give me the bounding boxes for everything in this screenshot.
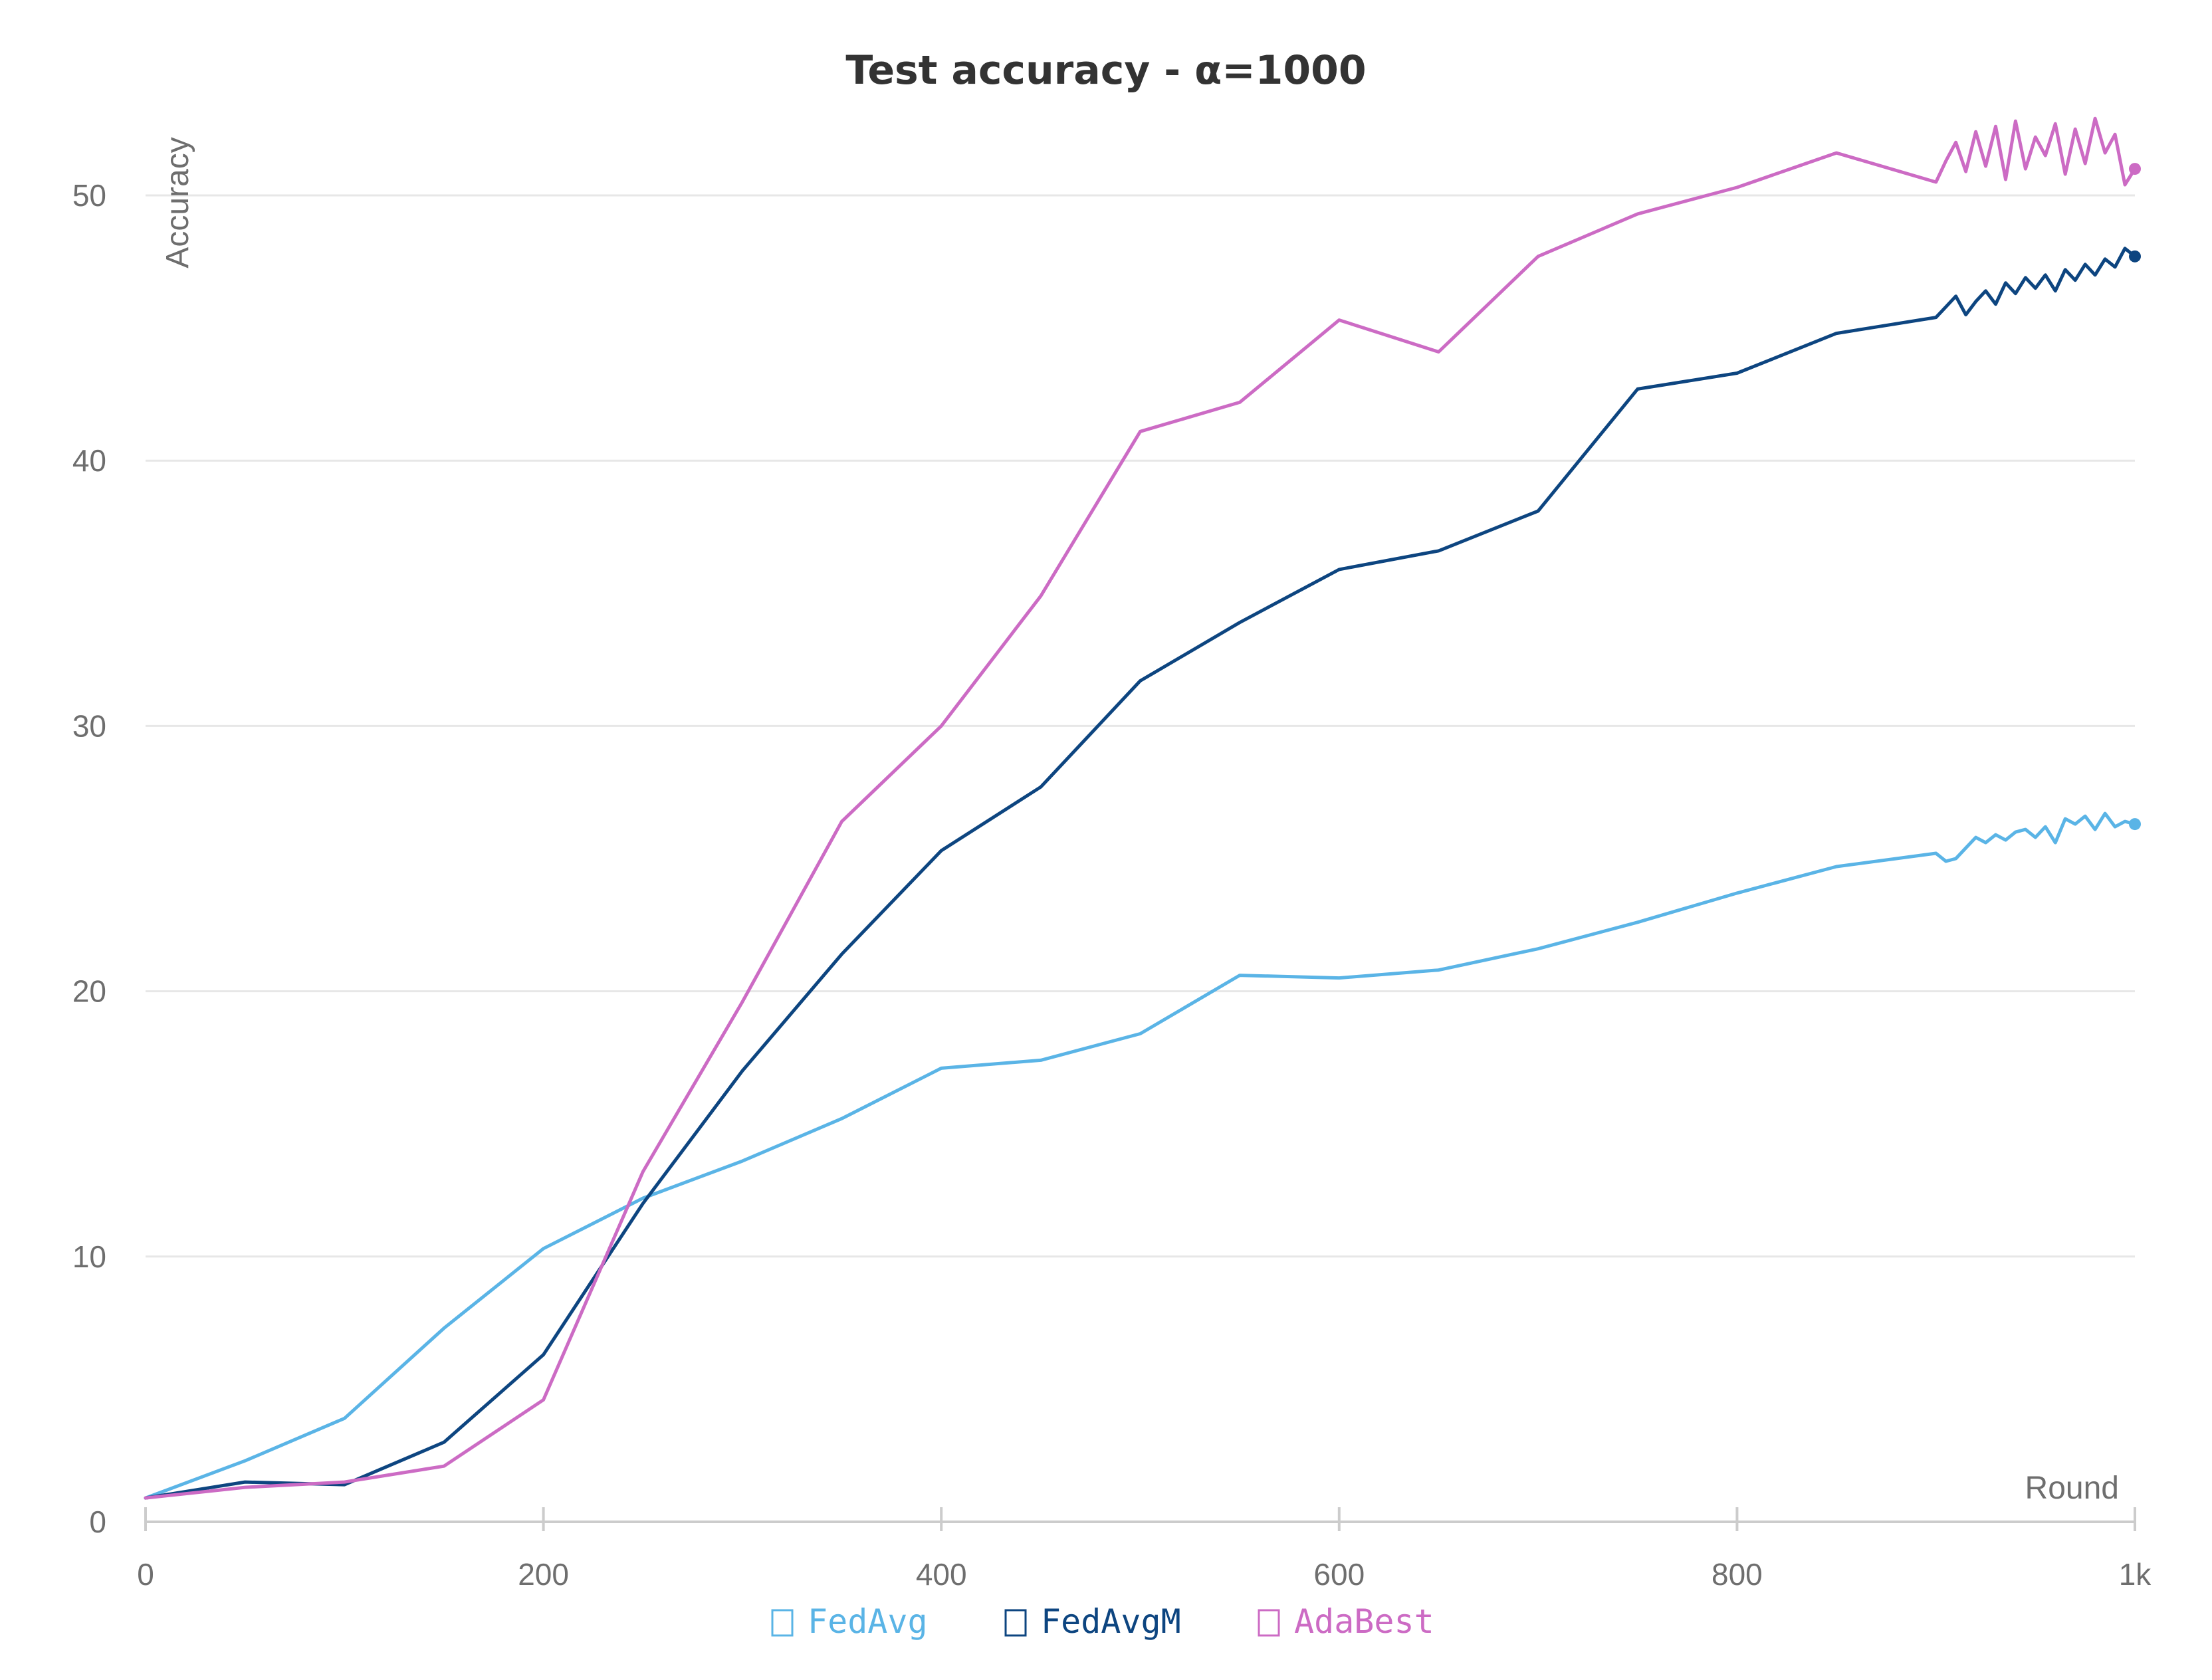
- x-tick-label: 0: [137, 1557, 154, 1592]
- legend-swatch-fedavgm: [1004, 1609, 1027, 1637]
- legend-label-fedavg: FedAvg: [808, 1602, 928, 1641]
- y-axis-label: Accuracy: [160, 137, 195, 268]
- x-tick-label: 200: [518, 1557, 569, 1592]
- series-line-fedavgm: [144, 247, 2137, 1500]
- y-tick-label: 20: [72, 974, 106, 1009]
- legend-label-adabest: AdaBest: [1294, 1602, 1434, 1641]
- x-tick-label: 800: [1712, 1557, 1763, 1592]
- axes: 0 10 20 30 40 50 0 200 400 600 800 1k: [72, 178, 2152, 1592]
- series-endpoint-fedavg: [2129, 818, 2141, 831]
- series-line-fedavg: [144, 811, 2137, 1500]
- chart-title: Test accuracy - α=1000: [845, 47, 1366, 94]
- legend-swatch-fedavg: [771, 1609, 794, 1637]
- x-tick-label: 400: [916, 1557, 967, 1592]
- series-lines: [144, 116, 2141, 1500]
- x-axis-label: Round: [2025, 1471, 2119, 1506]
- x-tick-label: 600: [1313, 1557, 1365, 1592]
- series-endpoint-adabest: [2129, 163, 2141, 175]
- x-tick-label: 1k: [2119, 1557, 2152, 1592]
- legend: FedAvg FedAvgM AdaBest: [771, 1602, 1434, 1641]
- legend-swatch-adabest: [1258, 1609, 1280, 1637]
- legend-label-fedavgm: FedAvgM: [1041, 1602, 1181, 1641]
- y-tick-label: 50: [72, 178, 106, 213]
- y-tick-label: 30: [72, 708, 106, 743]
- gridlines: [146, 194, 2135, 1258]
- y-tick-label: 40: [72, 443, 106, 478]
- y-tick-label: 0: [89, 1505, 106, 1539]
- series-endpoint-fedavgm: [2129, 250, 2141, 262]
- y-tick-label: 10: [72, 1239, 106, 1274]
- series-line-adabest: [144, 116, 2137, 1500]
